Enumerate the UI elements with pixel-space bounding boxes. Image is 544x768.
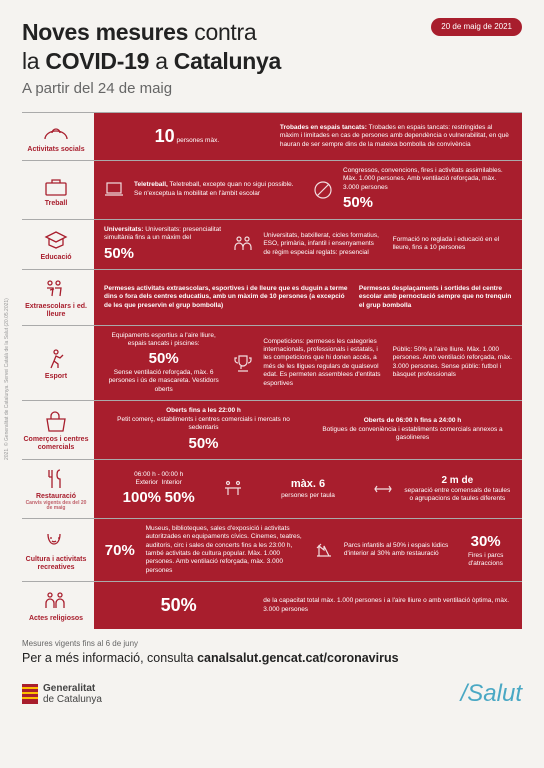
sport-icon xyxy=(43,348,69,370)
date-badge: 20 de maig de 2021 xyxy=(431,18,522,36)
row-treball: Treball Teletreball, Teletreball, except… xyxy=(22,160,522,219)
subtitle: A partir del 24 de maig xyxy=(22,80,522,99)
footer: Mesures vigents fins al 6 de juny Per a … xyxy=(22,639,522,709)
distance-icon xyxy=(373,479,393,499)
people-icon xyxy=(233,234,253,254)
copyright: 2021. © Generalitat de Catalunya. Servei… xyxy=(4,298,10,460)
row-comerc: Comerços i centres comercials Oberts fin… xyxy=(22,400,522,459)
laptop-icon xyxy=(104,180,124,200)
row-extra: Extraescolars i ed. lleure Permeses acti… xyxy=(22,269,522,324)
trophy-icon xyxy=(233,353,253,373)
education-icon xyxy=(43,229,69,251)
ban-icon xyxy=(313,180,333,200)
shop-icon xyxy=(43,411,69,433)
leisure-icon xyxy=(43,278,69,300)
row-esport: Esport Equipaments esportius a l'aire ll… xyxy=(22,325,522,401)
social-icon xyxy=(43,121,69,143)
work-icon xyxy=(43,175,69,197)
row-rest: RestauracióCanvis vigents des del 20 de … xyxy=(22,459,522,518)
gencat-logo: Generalitatde Catalunya xyxy=(22,683,102,705)
restaurant-icon xyxy=(43,468,69,490)
salut-logo: /Salut xyxy=(461,679,522,709)
row-cultura: Cultura i activitats recreatives 70%Muse… xyxy=(22,518,522,582)
row-social: Activitats socials 10 persones màx.Troba… xyxy=(22,112,522,160)
row-educacio: Educació Universitats: Universitats: pre… xyxy=(22,219,522,269)
playground-icon xyxy=(314,540,334,560)
religion-icon xyxy=(43,590,69,612)
table-icon xyxy=(223,479,243,499)
culture-icon xyxy=(43,531,69,553)
row-religio: Actes religiosos 50%de la capacitat tota… xyxy=(22,581,522,629)
